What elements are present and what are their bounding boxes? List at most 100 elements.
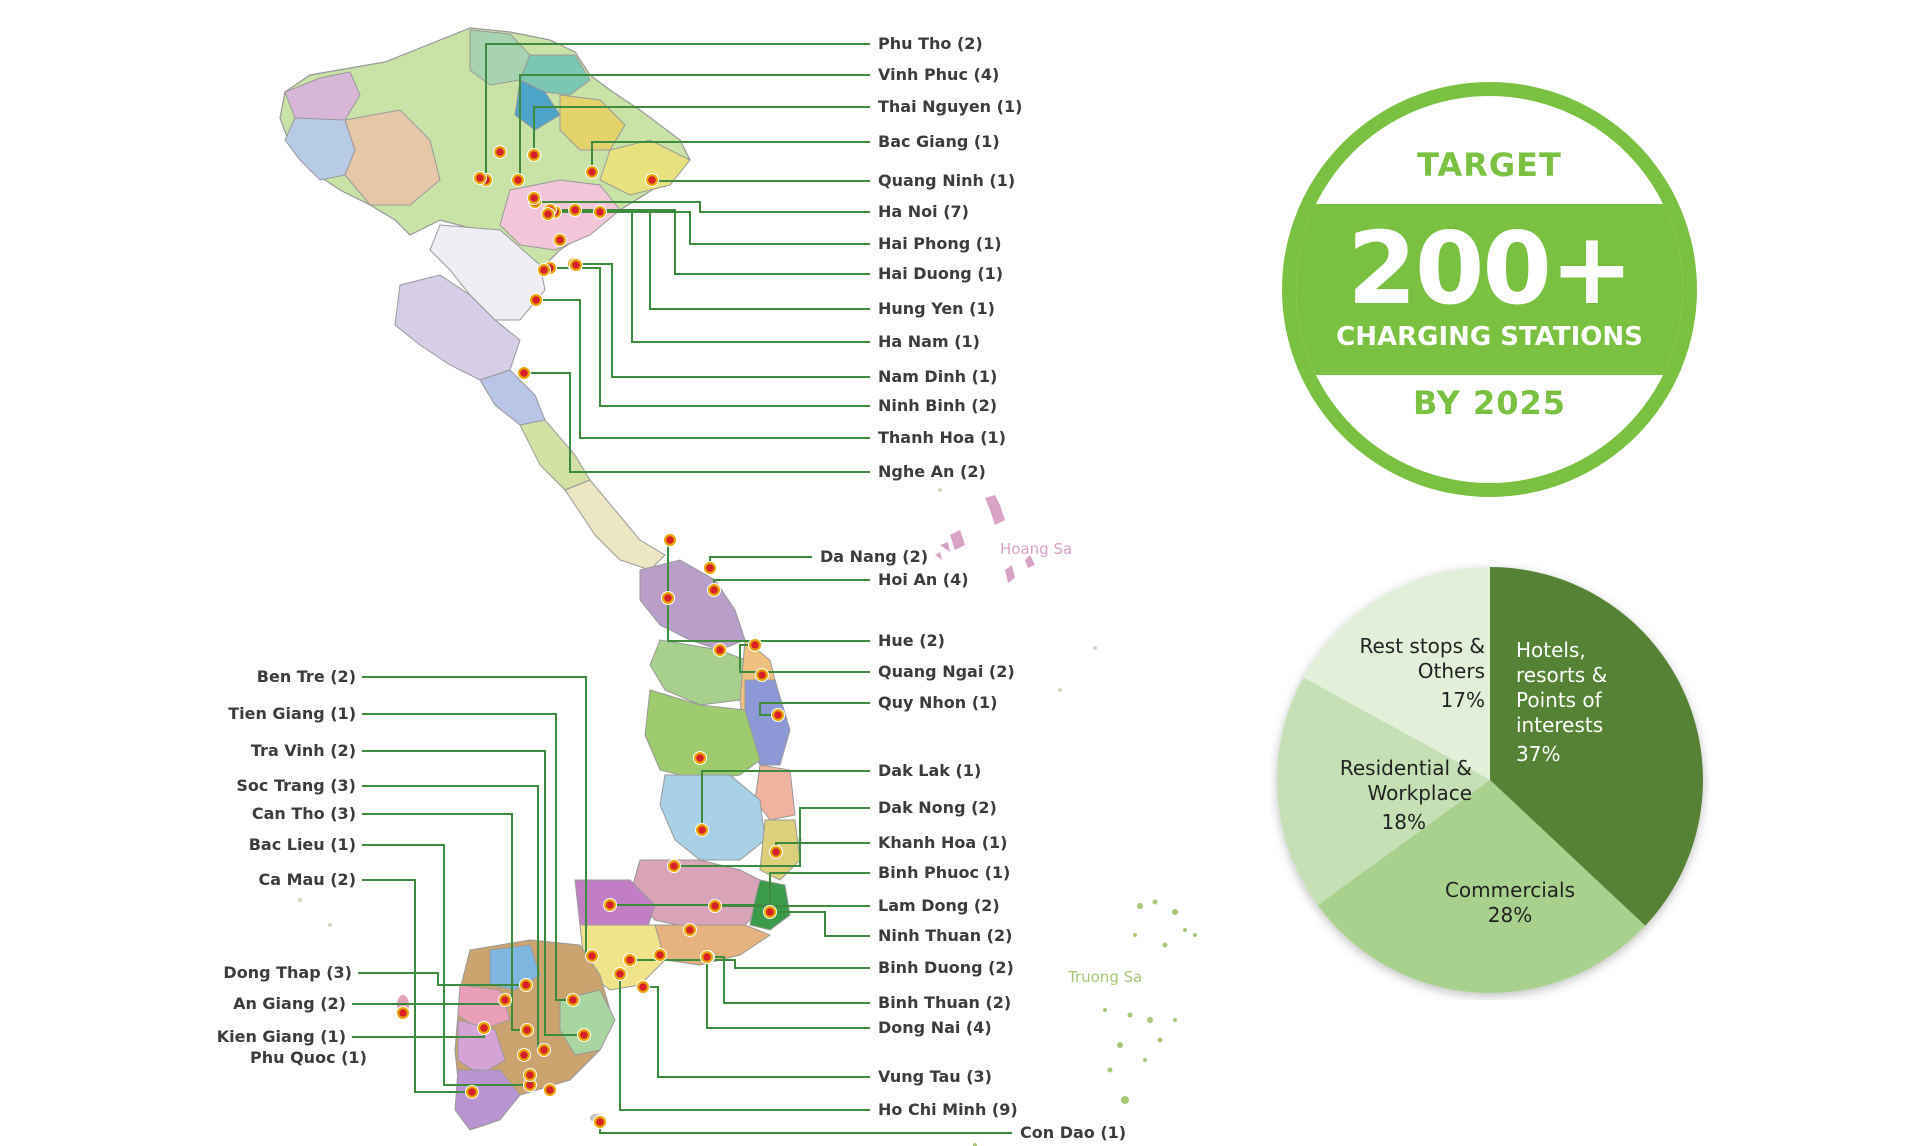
- province-label-can-tho: Can Tho (3): [251, 804, 356, 823]
- pie-label-residential-line2: Workplace: [1367, 781, 1472, 805]
- badge-top-text: TARGET: [1417, 146, 1562, 184]
- marker-ho-chi-minh: [613, 967, 627, 981]
- pie-label-hotels-line4: interests: [1516, 713, 1604, 737]
- leader-ninh-binh: [550, 267, 870, 407]
- province-label-bac-giang: Bac Giang (1): [878, 132, 1000, 151]
- province-label-nghe-an: Nghe An (2): [878, 462, 986, 481]
- station-markers: [396, 145, 785, 1129]
- badge-subtitle: CHARGING STATIONS: [1336, 322, 1643, 352]
- leader-ha-noi: [535, 201, 870, 213]
- marker-con-dao: [593, 1115, 607, 1129]
- leader-tra-vinh: [362, 750, 584, 1036]
- leader-con-dao: [599, 1122, 1012, 1134]
- marker-extra-3: [541, 207, 555, 221]
- region-an-giang: [457, 984, 511, 1031]
- truong-sa-islands: [973, 899, 1197, 1146]
- marker-dong-nai: [700, 950, 714, 964]
- badge-number: 200+: [1347, 210, 1634, 327]
- region-thanh-hoa: [429, 224, 546, 321]
- leader-dong-nai: [706, 957, 870, 1029]
- province-label-thai-nguyen: Thai Nguyen (1): [878, 97, 1023, 116]
- leader-ninh-thuan: [770, 911, 870, 937]
- leader-ho-chi-minh: [619, 974, 870, 1111]
- leader-quang-ngai: [739, 644, 870, 673]
- leader-quang-ninh: [651, 180, 870, 182]
- marker-hue: [663, 533, 677, 547]
- marker-vung-tau: [636, 980, 650, 994]
- marker-dak-lak: [695, 823, 709, 837]
- marker-soc-trang: [537, 1043, 551, 1057]
- province-label-phu-quoc: Phu Quoc (1): [250, 1048, 367, 1067]
- marker-hai-duong: [568, 203, 582, 217]
- province-label-ninh-binh: Ninh Binh (2): [878, 396, 998, 415]
- leader-phu-tho: [485, 43, 870, 180]
- marker-hoi-an: [707, 583, 721, 597]
- pie-slice-residential-workplace: [1277, 677, 1490, 906]
- province-label-quang-ngai: Quang Ngai (2): [878, 662, 1015, 681]
- pie-label-commercials: Commercials 28%: [1410, 878, 1610, 928]
- pie-label-residential-line1: Residential &: [1339, 756, 1472, 780]
- province-label-hue: Hue (2): [878, 631, 945, 650]
- pie-label-rest-stops: Rest stops & Others 17%: [1330, 634, 1486, 713]
- province-label-ho-chi-minh: Ho Chi Minh (9): [878, 1100, 1018, 1119]
- leader-hai-phong: [600, 211, 870, 245]
- marker-extra-9: [713, 643, 727, 657]
- marker-dak-nong: [667, 859, 681, 873]
- province-label-ca-mau: Ca Mau (2): [258, 870, 356, 889]
- pie-label-hotels-line3: Points of: [1516, 688, 1602, 712]
- province-label-hoi-an: Hoi An (4): [878, 570, 969, 589]
- province-label-hai-duong: Hai Duong (1): [878, 264, 1004, 283]
- marker-hai-phong: [593, 205, 607, 219]
- marker-quy-nhon: [771, 708, 785, 722]
- province-label-da-nang: Da Nang (2): [820, 547, 929, 566]
- pie-label-hotels-line2: resorts &: [1516, 663, 1608, 687]
- province-label-phu-tho: Phu Tho (2): [878, 34, 983, 53]
- province-label-dak-nong: Dak Nong (2): [878, 798, 997, 817]
- leader-ha-nam: [550, 209, 870, 343]
- marker-extra-5: [569, 258, 583, 272]
- region-bac-kan: [514, 79, 561, 131]
- province-label-nam-dinh: Nam Dinh (1): [878, 367, 998, 386]
- badge-band: [1296, 204, 1683, 375]
- province-label-ninh-thuan: Ninh Thuan (2): [878, 926, 1013, 945]
- leader-vung-tau: [643, 986, 870, 1078]
- leader-nghe-an: [524, 372, 870, 473]
- province-label-kien-giang: Kien Giang (1): [216, 1027, 346, 1046]
- leader-da-nang: [709, 556, 812, 568]
- pie-label-residential: Residential & Workplace 18%: [1262, 756, 1472, 835]
- marker-extra-0: [473, 171, 487, 185]
- leader-ca-mau: [362, 879, 472, 1093]
- marker-nghe-an: [517, 366, 531, 380]
- province-label-tra-vinh: Tra Vinh (2): [250, 741, 356, 760]
- province-label-quang-ninh: Quang Ninh (1): [878, 171, 1016, 190]
- province-label-binh-thuan: Binh Thuan (2): [878, 993, 1012, 1012]
- target-badge: TARGET 200+ CHARGING STATIONS BY 2025: [1282, 82, 1697, 497]
- leader-quy-nhon: [759, 702, 870, 716]
- marker-kien-giang: [477, 1021, 491, 1035]
- marker-ca-mau: [465, 1085, 479, 1099]
- province-label-dong-thap: Dong Thap (3): [223, 963, 352, 982]
- badge-bottom-text: BY 2025: [1412, 384, 1566, 422]
- marker-extra-14: [523, 1068, 537, 1082]
- pie-label-hotels: Hotels, resorts & Points of interests 37…: [1516, 638, 1607, 767]
- region-son-la: [344, 109, 441, 206]
- marker-bac-giang: [585, 165, 599, 179]
- province-label-soc-trang: Soc Trang (3): [236, 776, 356, 795]
- marker-binh-duong: [623, 953, 637, 967]
- region-phu-yen: [754, 764, 796, 821]
- province-label-ha-nam: Ha Nam (1): [878, 332, 980, 351]
- region-ha-tinh: [479, 369, 546, 426]
- leader-can-tho: [362, 813, 527, 1031]
- pie-label-rest-stops-line2: Others: [1417, 659, 1485, 683]
- region-quang-nam: [639, 559, 746, 651]
- leader-binh-duong: [630, 959, 870, 969]
- province-label-hai-phong: Hai Phong (1): [878, 234, 1002, 253]
- pie-slice-rest-stops-others: [1303, 567, 1490, 780]
- province-label-vung-tau: Vung Tau (3): [878, 1067, 992, 1086]
- marker-dong-thap: [519, 978, 533, 992]
- marker-da-nang: [703, 561, 717, 575]
- leader-dong-thap: [358, 972, 526, 986]
- province-label-tien-giang: Tien Giang (1): [228, 704, 356, 723]
- province-label-dong-nai: Dong Nai (4): [878, 1018, 992, 1037]
